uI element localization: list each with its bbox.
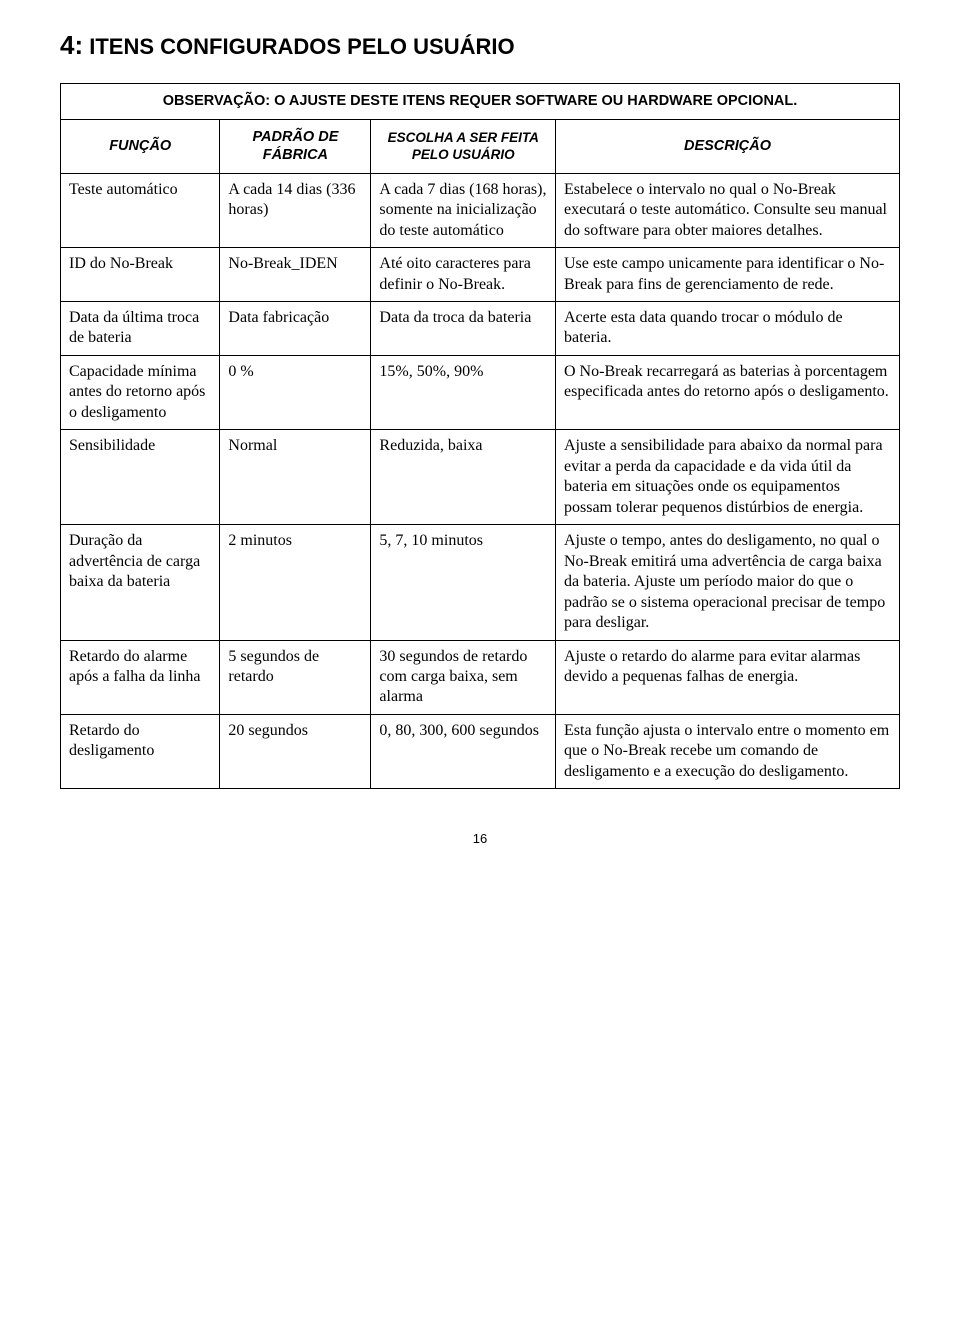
cell-descricao: Use este campo unicamente para identific… <box>556 248 900 302</box>
cell-descricao: O No-Break recarregará as baterias à por… <box>556 355 900 429</box>
cell-padrao: Data fabricação <box>220 301 371 355</box>
section-title-text: ITENS CONFIGURADOS PELO USUÁRIO <box>89 34 514 59</box>
table-row: Data da última troca de bateria Data fab… <box>61 301 900 355</box>
cell-padrao: 20 segundos <box>220 714 371 788</box>
observation-cell: OBSERVAÇÃO: O AJUSTE DESTE ITENS REQUER … <box>61 84 900 120</box>
header-descricao: DESCRIÇÃO <box>556 119 900 173</box>
observation-prefix: OBSERVAÇÃO: <box>163 93 270 109</box>
table-row: Sensibilidade Normal Reduzida, baixa Aju… <box>61 430 900 525</box>
cell-funcao: ID do No-Break <box>61 248 220 302</box>
observation-row: OBSERVAÇÃO: O AJUSTE DESTE ITENS REQUER … <box>61 84 900 120</box>
cell-funcao: Data da última troca de bateria <box>61 301 220 355</box>
cell-padrao: 5 segundos de retardo <box>220 640 371 714</box>
cell-funcao: Capacidade mínima antes do retorno após … <box>61 355 220 429</box>
table-row: ID do No-Break No-Break_IDEN Até oito ca… <box>61 248 900 302</box>
cell-padrao: A cada 14 dias (336 horas) <box>220 173 371 247</box>
cell-escolha: 15%, 50%, 90% <box>371 355 556 429</box>
header-funcao: FUNÇÃO <box>61 119 220 173</box>
cell-descricao: Ajuste a sensibilidade para abaixo da no… <box>556 430 900 525</box>
section-number: 4: <box>60 30 83 60</box>
cell-padrao: No-Break_IDEN <box>220 248 371 302</box>
cell-escolha: 30 segundos de retardo com carga baixa, … <box>371 640 556 714</box>
cell-padrao: 2 minutos <box>220 525 371 640</box>
cell-funcao: Duração da advertência de carga baixa da… <box>61 525 220 640</box>
cell-padrao: 0 % <box>220 355 371 429</box>
cell-escolha: 5, 7, 10 minutos <box>371 525 556 640</box>
table-row: Retardo do desligamento 20 segundos 0, 8… <box>61 714 900 788</box>
cell-funcao: Retardo do alarme após a falha da linha <box>61 640 220 714</box>
cell-funcao: Sensibilidade <box>61 430 220 525</box>
cell-escolha: Reduzida, baixa <box>371 430 556 525</box>
cell-descricao: Ajuste o retardo do alarme para evitar a… <box>556 640 900 714</box>
table-header-row: FUNÇÃO PADRÃO DE FÁBRICA ESCOLHA A SER F… <box>61 119 900 173</box>
table-row: Teste automático A cada 14 dias (336 hor… <box>61 173 900 247</box>
page-number: 16 <box>60 831 900 846</box>
header-escolha: ESCOLHA A SER FEITA PELO USUÁRIO <box>371 119 556 173</box>
cell-descricao: Esta função ajusta o intervalo entre o m… <box>556 714 900 788</box>
cell-escolha: 0, 80, 300, 600 segundos <box>371 714 556 788</box>
table-row: Duração da advertência de carga baixa da… <box>61 525 900 640</box>
section-heading: 4: ITENS CONFIGURADOS PELO USUÁRIO <box>60 30 900 61</box>
cell-escolha: Até oito caracteres para definir o No-Br… <box>371 248 556 302</box>
cell-funcao: Retardo do desligamento <box>61 714 220 788</box>
config-table: OBSERVAÇÃO: O AJUSTE DESTE ITENS REQUER … <box>60 83 900 789</box>
cell-funcao: Teste automático <box>61 173 220 247</box>
cell-escolha: Data da troca da bateria <box>371 301 556 355</box>
cell-descricao: Estabelece o intervalo no qual o No-Brea… <box>556 173 900 247</box>
cell-escolha: A cada 7 dias (168 horas), somente na in… <box>371 173 556 247</box>
table-row: Retardo do alarme após a falha da linha … <box>61 640 900 714</box>
observation-text: O AJUSTE DESTE ITENS REQUER SOFTWARE OU … <box>274 93 797 109</box>
cell-descricao: Acerte esta data quando trocar o módulo … <box>556 301 900 355</box>
header-padrao: PADRÃO DE FÁBRICA <box>220 119 371 173</box>
cell-padrao: Normal <box>220 430 371 525</box>
cell-descricao: Ajuste o tempo, antes do desligamento, n… <box>556 525 900 640</box>
table-row: Capacidade mínima antes do retorno após … <box>61 355 900 429</box>
